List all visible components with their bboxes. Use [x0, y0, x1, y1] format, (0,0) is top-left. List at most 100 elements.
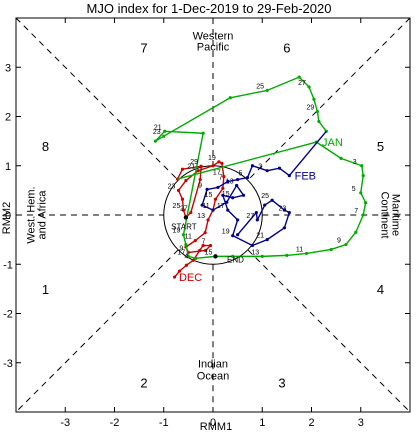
day-label: 25: [173, 203, 181, 210]
data-point-jan-8: [354, 230, 358, 234]
x-tick-label: 2: [308, 417, 314, 429]
data-point-jan-7: [361, 213, 365, 217]
day-label: 17: [213, 170, 221, 177]
data-point-jan-18: [184, 242, 188, 247]
region-label-maritime: Maritime: [389, 194, 401, 236]
data-point-feb-23: [287, 210, 291, 215]
day-label: 4: [184, 253, 188, 260]
phase-boundary-diag-tl: [15, 17, 179, 181]
day-label: 7: [354, 208, 358, 215]
data-point-jan-10: [329, 247, 333, 252]
data-point-jan-25: [265, 88, 269, 92]
day-label: 13: [197, 213, 205, 220]
day-label: 7: [219, 175, 223, 182]
day-label: 21: [154, 124, 162, 131]
data-point-feb-22: [282, 226, 287, 230]
data-point-feb-2: [277, 166, 282, 170]
data-point-jan-21: [163, 129, 167, 133]
data-point-dec-6: [201, 243, 205, 248]
data-point-jan-23: [162, 134, 166, 138]
data-point-feb-26: [263, 203, 267, 207]
data-point-feb-28: [254, 210, 258, 215]
day-label: 11: [296, 246, 303, 253]
y-tick-label: 3: [5, 62, 11, 74]
month-label-feb: FEB: [295, 171, 316, 183]
region-label-indian: Indian: [198, 359, 228, 371]
data-point-dec-2: [177, 269, 182, 273]
data-point-jan-19: [181, 233, 186, 237]
data-point-dec-15: [213, 197, 218, 201]
data-point-dec-22: [184, 178, 188, 183]
phase-number-4: 4: [377, 282, 384, 297]
data-point-dec-21: [196, 169, 200, 173]
data-point-jan-5: [359, 191, 363, 195]
day-label: 15: [205, 192, 213, 199]
y-tick-label: 1: [5, 161, 11, 173]
phase-boundary-diag-br: [247, 249, 411, 413]
x-axis-label: RMM1: [200, 421, 232, 432]
x-tick-label: 0: [210, 417, 216, 429]
day-label: 29: [190, 159, 198, 166]
data-point-jan-30: [317, 119, 321, 124]
chart-title: MJO index for 1-Dec-2019 to 29-Feb-2020: [87, 1, 332, 16]
start-marker: [183, 215, 189, 220]
day-label: 25: [256, 83, 264, 90]
start-label: START: [171, 222, 197, 231]
series-line-jan: [154, 76, 367, 260]
phase-number-8: 8: [42, 139, 49, 154]
y-axis-label: RMM2: [1, 202, 13, 234]
data-point-jan-11: [304, 251, 309, 256]
data-point-feb-1: [287, 174, 291, 178]
data-point-feb-16: [221, 193, 225, 197]
data-point-feb-3: [265, 169, 269, 173]
phase-boundary-diag-bl: [15, 249, 179, 413]
data-point-jan-4: [361, 174, 365, 178]
data-point-dec-8: [204, 248, 208, 253]
data-point-jan-9: [344, 242, 348, 247]
data-point-jan-28: [312, 97, 316, 101]
data-point-jan-14: [231, 254, 235, 258]
data-point-dec-30: [180, 167, 185, 171]
end-marker: [213, 254, 218, 259]
phase-boundary-diag-tr: [247, 17, 411, 181]
data-point-feb-9: [205, 187, 209, 191]
data-point-feb-18: [236, 218, 240, 222]
region-label-pacific: Pacific: [197, 42, 230, 54]
data-point-dec-23: [176, 188, 181, 192]
data-point-feb-19: [231, 234, 235, 238]
data-point-jan-22: [153, 139, 157, 143]
data-point-jan-6: [364, 201, 368, 205]
day-label: 17: [217, 203, 225, 210]
data-point-feb-7: [226, 179, 230, 184]
data-point-feb-12: [225, 200, 229, 204]
data-point-jan-12: [285, 253, 289, 257]
data-point-jan-27: [307, 85, 311, 89]
data-point-dec-17: [222, 174, 226, 179]
data-point-jan-29: [315, 109, 320, 114]
day-label: 17: [177, 249, 185, 256]
day-label: 7: [202, 239, 206, 246]
y-tick-label: -1: [3, 259, 13, 271]
data-point-dec-5: [198, 248, 202, 253]
data-point-feb-13: [235, 183, 239, 188]
day-label: 5: [239, 171, 243, 178]
day-label: 27: [298, 80, 306, 87]
day-label: 27: [246, 213, 254, 220]
data-point-dec-19: [217, 160, 221, 164]
y-tick-label: -3: [3, 358, 13, 370]
data-point-dec-28: [198, 177, 202, 182]
data-point-feb-17: [226, 208, 230, 212]
day-label: 9: [337, 238, 341, 245]
data-point-feb-29: [236, 233, 240, 237]
phase-number-1: 1: [42, 282, 49, 297]
data-point-dec-25: [181, 208, 186, 212]
phase-number-5: 5: [377, 139, 384, 154]
region-label-west-hem: West. Hem.: [26, 186, 38, 243]
day-label: 29: [307, 105, 315, 112]
data-point-feb-24: [282, 208, 287, 212]
x-tick-label: -1: [159, 417, 169, 429]
data-point-dec-27: [189, 210, 193, 215]
day-label: 21: [187, 164, 195, 171]
data-point-dec-29: [199, 164, 203, 168]
